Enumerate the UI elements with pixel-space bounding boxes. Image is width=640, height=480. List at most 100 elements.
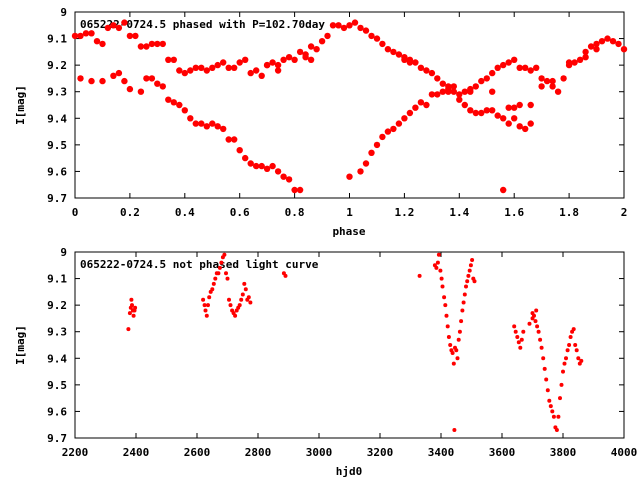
data-point [269, 162, 276, 170]
data-point [576, 356, 581, 361]
data-point [444, 313, 449, 318]
data-point [130, 303, 134, 308]
data-point [280, 56, 287, 63]
data-point [483, 107, 490, 114]
data-point [448, 343, 453, 347]
data-point [104, 24, 112, 32]
data-point [202, 303, 207, 308]
raw-chart-ylabel: I[mag] [14, 325, 27, 365]
x-tick-label: 2800 [245, 446, 272, 459]
x-tick-label: 0 [72, 206, 79, 219]
data-point [434, 265, 439, 270]
data-point [505, 120, 512, 127]
data-point [291, 56, 298, 63]
data-point [587, 43, 595, 50]
data-point [329, 22, 337, 29]
data-point [442, 295, 447, 300]
data-point [159, 40, 166, 48]
y-tick-label: 9.1 [47, 273, 67, 286]
x-tick-label: 1 [346, 206, 353, 219]
data-point [445, 88, 452, 95]
data-point [77, 32, 84, 40]
data-point [203, 308, 208, 313]
phased-chart-points [71, 19, 628, 194]
data-point [462, 292, 467, 297]
data-point [489, 107, 496, 114]
data-point [472, 83, 479, 90]
data-point [209, 120, 216, 127]
data-point [609, 38, 617, 45]
x-tick-label: 1.8 [559, 206, 579, 219]
data-point [454, 348, 459, 353]
data-point [464, 284, 468, 289]
raw-chart-ticks: 2200 2400 2600 2800 3000 3200 3400 3600 3800 4000… [47, 246, 637, 459]
data-point [159, 83, 166, 90]
data-point [258, 72, 265, 80]
x-tick-label: 3000 [306, 446, 333, 459]
data-point [318, 38, 326, 45]
data-point [530, 311, 535, 316]
data-point [274, 67, 282, 74]
data-point [438, 268, 443, 273]
data-point [127, 311, 132, 316]
data-point [274, 61, 282, 69]
data-point [357, 168, 364, 175]
data-point [593, 40, 600, 48]
phased-chart-title: 065222-0724.5 phased with P=102.70day [80, 18, 325, 31]
phased-chart: 065222-0724.5 phased with P=102.70day ph… [14, 6, 627, 238]
data-point [263, 61, 271, 69]
data-point [246, 295, 251, 300]
data-point [573, 343, 578, 347]
data-point [538, 337, 543, 342]
data-point [77, 75, 84, 82]
data-point [582, 54, 589, 61]
data-point [548, 404, 553, 409]
data-point [206, 303, 210, 308]
data-point [143, 75, 150, 82]
data-point [340, 24, 348, 32]
data-point [519, 337, 524, 342]
data-point [115, 24, 123, 32]
data-point [544, 377, 549, 382]
data-point [236, 59, 243, 66]
data-point [240, 292, 245, 297]
data-point [556, 414, 561, 419]
raw-chart: 065222-0724.5 not phased light curve hjd… [14, 246, 637, 478]
data-point [187, 115, 194, 122]
data-point [357, 24, 364, 32]
data-point [176, 67, 183, 74]
phased-chart-xlabel: phase [332, 225, 365, 238]
data-point [131, 313, 136, 318]
data-point [88, 77, 95, 85]
data-point [436, 252, 441, 257]
data-point [210, 287, 215, 292]
data-point [445, 83, 452, 90]
y-tick-label: 9 [60, 246, 67, 259]
data-point [313, 46, 320, 53]
data-point [465, 279, 470, 284]
data-point [511, 104, 518, 111]
data-point [203, 67, 210, 74]
x-tick-label: 1.6 [504, 206, 524, 219]
data-point [126, 85, 134, 93]
data-point [452, 428, 457, 432]
data-point [472, 279, 477, 284]
data-point [165, 56, 172, 63]
data-point [274, 168, 282, 175]
data-point [534, 308, 539, 313]
data-point [154, 80, 161, 87]
data-point [170, 56, 177, 63]
data-point [527, 321, 532, 326]
data-point [384, 128, 392, 135]
data-point [551, 414, 556, 419]
data-point [126, 327, 131, 332]
data-point [201, 297, 206, 302]
data-point [446, 335, 451, 339]
data-point [467, 268, 472, 273]
x-tick-label: 0.8 [285, 206, 305, 219]
data-point [527, 67, 534, 74]
data-point [225, 276, 230, 281]
phased-chart-ticks: 0 0.2 0.4 0.6 0.8 1 1.2 1.4 1.6 1.8 2 9 9.1 9.2 9.3 9.4… [47, 6, 627, 219]
data-point [307, 43, 315, 50]
data-point [242, 281, 247, 286]
